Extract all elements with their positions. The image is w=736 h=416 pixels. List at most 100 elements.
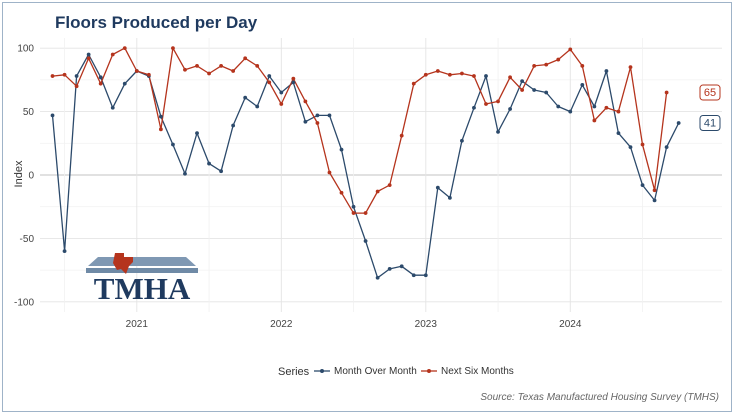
data-point <box>231 69 236 73</box>
data-point <box>62 249 67 254</box>
data-point <box>447 72 452 77</box>
data-point <box>267 74 272 78</box>
data-point <box>556 57 561 62</box>
data-point <box>664 145 669 149</box>
data-point <box>158 127 163 132</box>
data-point <box>207 71 211 76</box>
data-point <box>423 273 428 278</box>
data-point <box>315 121 320 125</box>
legend-title: Series <box>278 366 310 378</box>
data-point <box>195 64 199 68</box>
data-point <box>50 113 55 118</box>
data-point <box>604 105 609 110</box>
data-point <box>568 47 573 52</box>
legend-swatch-point <box>427 369 431 373</box>
data-point <box>363 211 368 215</box>
data-point <box>628 145 633 149</box>
data-point <box>460 71 464 76</box>
data-point <box>435 69 440 73</box>
data-point <box>556 104 561 109</box>
data-point <box>484 74 488 78</box>
data-point <box>387 183 392 188</box>
data-point <box>472 74 476 78</box>
chart-title: Floors Produced per Day <box>55 13 258 32</box>
tmha-logo: TMHA <box>86 253 198 306</box>
data-point <box>640 142 645 147</box>
y-tick-label: 0 <box>28 171 34 182</box>
y-axis-ticks: 100 50 0 -50 -100 <box>14 44 34 309</box>
data-point <box>532 64 537 68</box>
data-point <box>279 90 284 95</box>
data-point <box>592 118 597 123</box>
data-point <box>435 185 440 190</box>
data-point <box>110 105 115 110</box>
end-labels: 41 65 <box>699 84 721 131</box>
data-point <box>508 75 512 80</box>
data-point <box>351 204 356 209</box>
y-axis-label: Index <box>13 160 25 187</box>
data-point <box>496 129 500 134</box>
data-point <box>520 88 525 92</box>
end-label-box <box>699 84 721 101</box>
data-point <box>158 114 163 119</box>
y-tick-label: 100 <box>17 44 34 55</box>
data-point <box>399 133 404 138</box>
data-point <box>652 198 657 203</box>
end-label-text: 41 <box>704 117 716 129</box>
y-tick-label: 50 <box>23 107 35 118</box>
data-point <box>399 264 404 269</box>
data-point <box>110 52 115 57</box>
data-point <box>183 171 187 176</box>
logo-roof-shape <box>88 257 196 266</box>
data-point <box>387 266 392 271</box>
data-point <box>86 52 91 57</box>
data-point <box>472 105 476 110</box>
data-point <box>327 113 332 118</box>
series-line-1 <box>52 47 668 214</box>
data-point <box>183 67 187 72</box>
y-tick-label: -100 <box>14 297 34 308</box>
series-line-0 <box>51 53 680 279</box>
data-point <box>580 83 585 87</box>
data-point <box>496 99 500 104</box>
data-point <box>484 102 488 106</box>
logo-text: TMHA <box>94 271 191 306</box>
legend-label-next-six-months: Next Six Months <box>441 366 514 377</box>
data-point <box>327 170 332 175</box>
data-point <box>544 90 549 95</box>
data-point <box>255 64 260 68</box>
logo-roof-band <box>86 268 198 273</box>
data-point <box>339 147 344 152</box>
y-tick-label: -50 <box>20 234 35 245</box>
data-point <box>640 183 645 188</box>
data-point <box>98 81 103 86</box>
data-point <box>243 56 248 61</box>
x-tick-label: 2021 <box>126 319 149 330</box>
data-point <box>171 46 175 51</box>
x-axis-ticks: 2021 2022 2023 2024 <box>126 319 582 330</box>
data-point <box>146 72 151 77</box>
data-point <box>592 104 597 109</box>
end-label-text: 65 <box>704 87 716 99</box>
data-point <box>580 64 585 68</box>
data-point <box>98 75 103 80</box>
legend: Series Month Over Month Next Six Months <box>278 366 514 378</box>
data-point <box>664 90 669 95</box>
legend-item-next-six-months: Next Six Months <box>421 366 514 377</box>
data-point <box>676 121 681 125</box>
data-point <box>267 80 272 85</box>
x-tick-label: 2024 <box>559 319 582 330</box>
data-point <box>652 188 657 193</box>
data-point <box>74 84 79 89</box>
end-label-box <box>699 114 721 131</box>
data-point <box>50 74 55 78</box>
data-point <box>520 79 525 84</box>
texas-state-icon <box>113 253 133 274</box>
series-lines <box>51 47 680 279</box>
data-point <box>62 72 67 77</box>
data-point <box>339 190 344 195</box>
data-point <box>219 169 223 174</box>
series-points <box>50 46 681 280</box>
data-point <box>255 104 260 109</box>
